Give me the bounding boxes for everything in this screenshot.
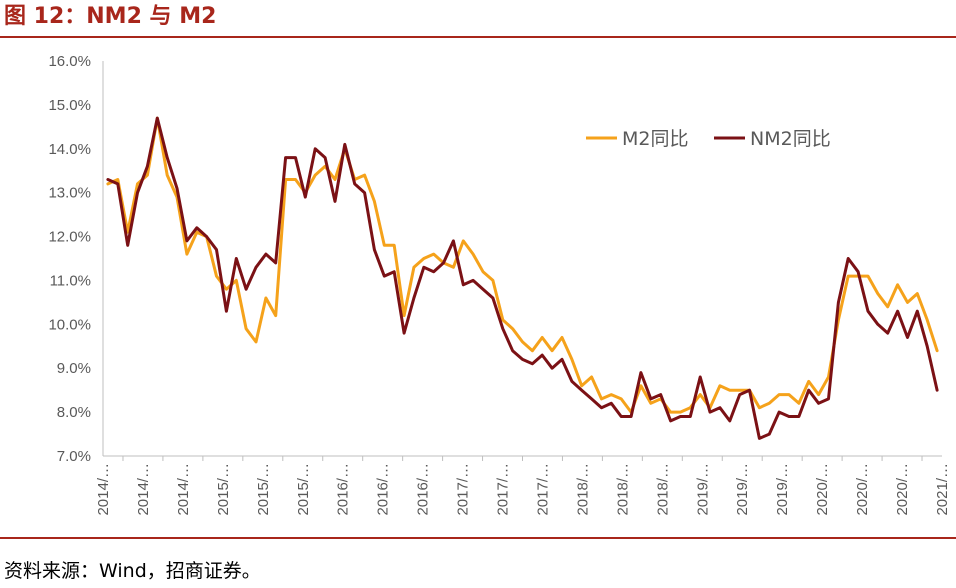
x-tick-label: 2020/… (814, 463, 831, 516)
x-tick-label: 2016/… (335, 463, 352, 516)
x-axis: 2014/… 2014/… 2014/… 2015/… 2015/… 2015/… 2016… (95, 455, 951, 516)
y-tick-label: 9.0% (57, 360, 91, 377)
line-chart: 7.0% 8.0% 9.0% 10.0% 11.0% 12.0% 13.0% 14.0% 15.… (48, 53, 951, 516)
x-tick-label: 2018/… (654, 463, 671, 516)
y-tick-label: 7.0% (57, 448, 91, 465)
y-tick-label: 16.0% (48, 53, 91, 70)
series-layer (106, 116, 939, 440)
x-tick-label: 2017/… (495, 463, 512, 516)
x-tick-label: 2019/… (774, 463, 791, 516)
source-note: 资料来源：Wind，招商证券。 (4, 560, 261, 582)
x-tick-label: 2018/… (574, 463, 591, 516)
y-tick-label: 12.0% (48, 229, 91, 246)
nm2-legend-label: NM2同比 (750, 128, 831, 150)
m2-legend-label: M2同比 (622, 128, 688, 150)
y-axis: 7.0% 8.0% 9.0% 10.0% 11.0% 12.0% 13.0% 14.0% 15.… (48, 53, 104, 465)
x-tick-label: 2020/… (854, 463, 871, 516)
figure-title: 图 12：NM2 与 M2 (4, 4, 217, 29)
chart-legend: M2同比 NM2同比 (586, 128, 831, 150)
m2-line (106, 116, 939, 414)
x-tick-label: 2017/… (534, 463, 551, 516)
title-divider (0, 36, 956, 38)
footer-divider (0, 537, 956, 539)
y-tick-label: 11.0% (50, 272, 91, 289)
x-tick-label: 2014/… (135, 463, 152, 516)
x-tick-label: 2020/… (894, 463, 911, 516)
x-tick-label: 2015/… (215, 463, 232, 516)
nm2-line (106, 116, 939, 440)
y-tick-label: 15.0% (48, 97, 91, 114)
y-tick-label: 10.0% (48, 316, 91, 333)
x-tick-label: 2018/… (614, 463, 631, 516)
x-tick-label: 2021/… (934, 463, 951, 516)
y-tick-label: 14.0% (48, 141, 91, 158)
x-tick-label: 2014/… (175, 463, 192, 516)
y-tick-label: 13.0% (48, 185, 91, 202)
x-tick-label: 2015/… (255, 463, 272, 516)
y-tick-label: 8.0% (57, 404, 91, 421)
x-tick-label: 2015/… (295, 463, 312, 516)
x-tick-label: 2016/… (375, 463, 392, 516)
x-tick-label: 2019/… (734, 463, 751, 516)
x-tick-label: 2019/… (694, 463, 711, 516)
x-tick-label: 2016/… (415, 463, 432, 516)
x-tick-label: 2017/… (455, 463, 472, 516)
x-tick-label: 2014/… (95, 463, 112, 516)
